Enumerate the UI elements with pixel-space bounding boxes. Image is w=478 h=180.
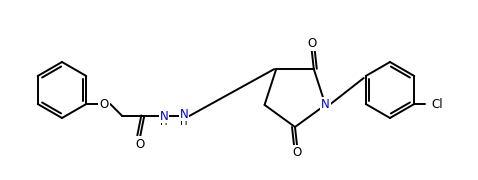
- Text: N: N: [180, 107, 189, 120]
- Text: H: H: [181, 117, 188, 127]
- Text: Cl: Cl: [431, 98, 443, 111]
- Text: N: N: [160, 109, 169, 123]
- Text: O: O: [99, 98, 109, 111]
- Text: O: O: [293, 147, 302, 159]
- Text: O: O: [136, 138, 145, 150]
- Text: O: O: [307, 37, 316, 50]
- Text: N: N: [321, 98, 330, 111]
- Text: H: H: [161, 117, 168, 127]
